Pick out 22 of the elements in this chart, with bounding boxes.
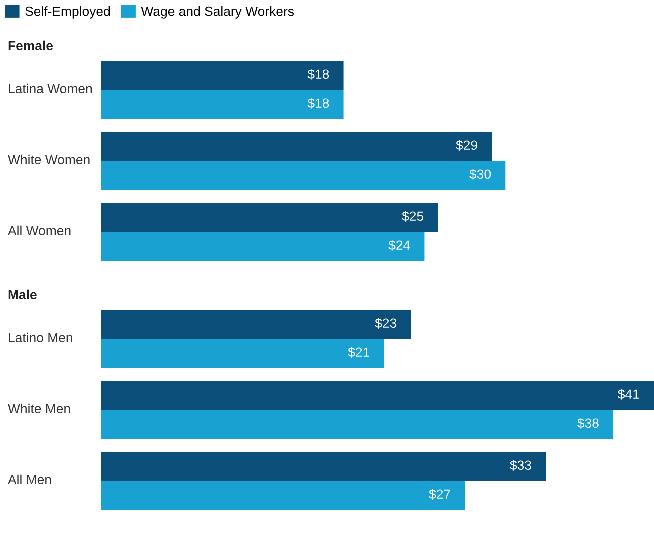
data-label: $21 bbox=[348, 347, 370, 358]
legend-label: Wage and Salary Workers bbox=[141, 6, 294, 19]
y-tick-label: Latina Women bbox=[9, 84, 92, 94]
y-tick-label: Latino Men bbox=[9, 332, 72, 343]
data-label: $23 bbox=[375, 318, 397, 329]
data-label: $27 bbox=[429, 489, 450, 500]
y-tick-label: All Men bbox=[8, 474, 52, 485]
y-tick-label: All Women bbox=[8, 226, 71, 236]
legend-label: Self-Employed bbox=[26, 6, 110, 19]
data-label: $29 bbox=[456, 140, 478, 151]
data-label: $38 bbox=[578, 418, 599, 429]
y-tick-label: White Men bbox=[8, 404, 70, 414]
y-tick-label: White Women bbox=[8, 154, 90, 165]
data-label: $24 bbox=[388, 240, 410, 251]
text: Male bbox=[8, 290, 37, 300]
data-label: $18 bbox=[308, 69, 330, 80]
data-label: $18 bbox=[308, 98, 330, 109]
data-label: $33 bbox=[510, 460, 532, 471]
data-label: $30 bbox=[470, 169, 492, 180]
data-label: $25 bbox=[402, 211, 424, 222]
text: Female bbox=[8, 40, 54, 51]
data-label: $41 bbox=[618, 389, 640, 400]
